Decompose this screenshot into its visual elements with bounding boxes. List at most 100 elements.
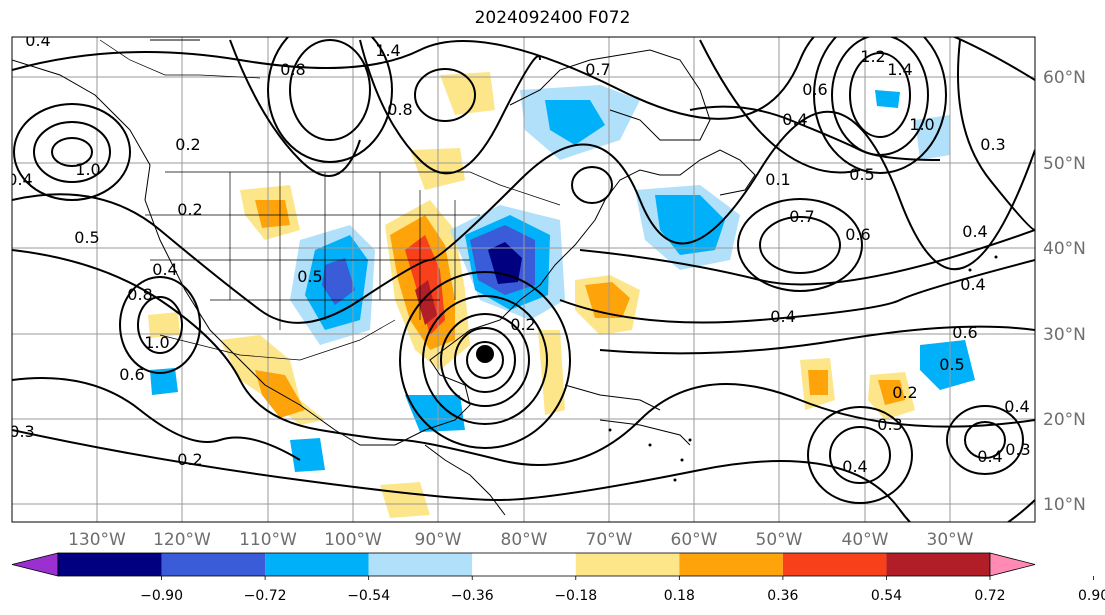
colorbar-tick-label: 0.90 (1078, 588, 1105, 604)
longitude-label: 130°W (68, 530, 126, 550)
colorbar-segment (161, 553, 266, 576)
contour-label: 0.3 (9, 422, 34, 441)
contour-label: 0.2 (177, 200, 202, 219)
colorbar (11, 552, 1036, 577)
longitude-label: 70°W (586, 530, 633, 550)
contour-label: 0.4 (960, 275, 985, 294)
latitude-label: 50°N (1043, 154, 1086, 174)
colorbar-tick-label: 0.36 (767, 588, 798, 604)
latitude-label: 20°N (1043, 410, 1086, 430)
colorbar-arrow-left (11, 552, 59, 577)
islands (608, 255, 998, 482)
contour-label: 0.3 (877, 415, 902, 434)
latitude-label: 60°N (1043, 68, 1086, 88)
contour-label: 0.2 (175, 135, 200, 154)
shade-darkred-central (415, 280, 437, 325)
map-frame (11, 36, 1036, 523)
colorbar-tick-label: −0.18 (554, 588, 597, 604)
contour-label: 1.4 (887, 60, 912, 79)
colorbar-tick-label: −0.72 (244, 588, 287, 604)
longitude-label: 120°W (153, 530, 211, 550)
longitude-label: 30°W (927, 530, 974, 550)
contour-label: 0.8 (280, 60, 305, 79)
shade-midblue-west (322, 258, 355, 305)
contour-label: 0.4 (1004, 397, 1029, 416)
longitude-label: 90°W (415, 530, 462, 550)
contour-label: 0.5 (849, 165, 874, 184)
contour-label: 0.8 (127, 285, 152, 304)
contour-lines (12, 37, 1035, 522)
colorbar-tick-label: 0.72 (974, 588, 1005, 604)
contour-label: 1.0 (909, 115, 934, 134)
anomaly-shading (148, 72, 975, 518)
contour-label: 0.1 (765, 170, 790, 189)
colorbar-segment (58, 553, 162, 576)
contour-label: 0.4 (7, 170, 32, 189)
contour-label: 0.8 (387, 100, 412, 119)
longitude-label: 50°W (756, 530, 803, 550)
colorbar-tick-label: −0.54 (347, 588, 390, 604)
contour-label: 0.4 (782, 110, 807, 129)
contour-label: 0.6 (952, 323, 977, 342)
contour-label: 0.6 (845, 225, 870, 244)
colorbar-segment (265, 553, 369, 576)
contour-label: 0.4 (842, 457, 867, 476)
colorbar-segment (679, 553, 783, 576)
shade-orange-eastatl (808, 370, 828, 395)
contour-label: 0.2 (177, 450, 202, 469)
shade-orange-midatl (878, 380, 905, 405)
latitude-label: 10°N (1043, 495, 1086, 515)
contour-label: 0.2 (892, 383, 917, 402)
coastlines (12, 39, 756, 516)
colorbar-segment (472, 553, 576, 576)
shade-lightblue-pac (290, 438, 325, 472)
colorbar-arrow-right (989, 552, 1036, 577)
contour-label: 1.2 (860, 47, 885, 66)
contour-label: 0.7 (585, 60, 610, 79)
map-title: 2024092400 F072 (474, 8, 631, 28)
colorbar-tick-label: −0.90 (140, 588, 183, 604)
colorbar-segment (886, 553, 990, 576)
contour-label: 0.5 (297, 267, 322, 286)
contour-label: 0.4 (770, 307, 795, 326)
shade-lightblue-ne (875, 90, 900, 108)
latitude-label: 40°N (1043, 239, 1086, 259)
contour-label: 0.6 (119, 365, 144, 384)
longitude-labels: 130°W 120°W 110°W 100°W 90°W 80°W 70°W 60°W 50°W… (68, 530, 974, 550)
colorbar-segment (575, 553, 680, 576)
contour-label: 0.5 (74, 228, 99, 247)
hurricane-center-marker (476, 345, 494, 363)
colorbar-tick-label: −0.36 (451, 588, 494, 604)
contour-label: 0.2 (510, 315, 535, 334)
colorbar-tick-label: 0.18 (664, 588, 695, 604)
shade-orange-north (255, 200, 290, 228)
shade-blue-midatl (920, 340, 975, 390)
contour-label: 0.4 (962, 222, 987, 241)
longitude-label: 110°W (239, 530, 297, 550)
colorbar-tick-label: 0.54 (871, 588, 902, 604)
colorbar-tick-labels: −0.90 −0.72 −0.54 −0.36 −0.18 0.18 0.36 0.54 0.7… (140, 576, 1105, 604)
longitude-label: 100°W (324, 530, 382, 550)
shade-yellow-pac (148, 312, 180, 338)
latitude-labels: 60°N 50°N 40°N 30°N 20°N 10°N (1043, 68, 1086, 515)
shade-yellow-hudson (440, 72, 495, 115)
contour-label: 0.6 (802, 80, 827, 99)
shade-blue-atl (655, 195, 725, 255)
contour-label: 0.3 (980, 135, 1005, 154)
contour-label: 0.4 (152, 260, 177, 279)
shade-yellow-carib (538, 330, 565, 415)
longitude-label: 40°W (842, 530, 889, 550)
contour-labels: 0.41.40.70.80.60.41.21.41.00.30.50.10.70… (7, 31, 1031, 476)
longitude-label: 80°W (501, 530, 548, 550)
longitude-label: 60°W (671, 530, 718, 550)
shade-dkorange-atl (585, 282, 630, 318)
contour-label: 0.4 (977, 447, 1002, 466)
contour-label: 0.7 (789, 207, 814, 226)
contour-label: 1.0 (75, 160, 100, 179)
contour-label: 0.4 (25, 31, 50, 50)
shade-blue-gulfmex (405, 395, 465, 432)
latitude-label: 30°N (1043, 325, 1086, 345)
contour-label: 1.0 (144, 333, 169, 352)
contour-label: 0.5 (939, 355, 964, 374)
